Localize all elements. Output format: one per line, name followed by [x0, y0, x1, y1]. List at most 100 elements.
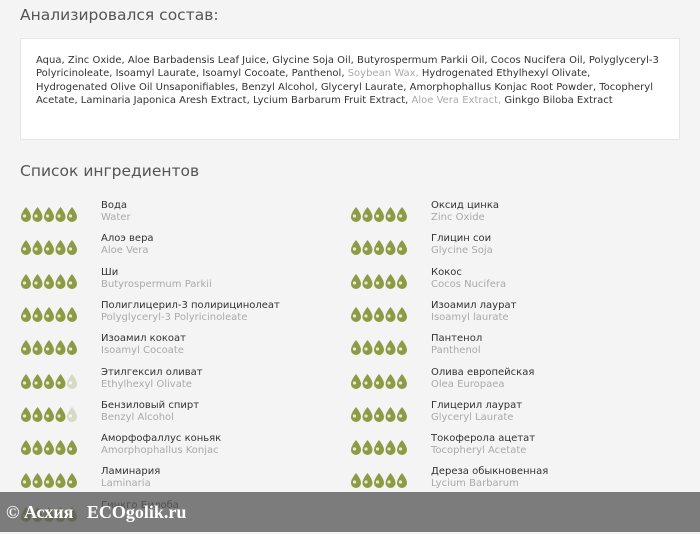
drop-highlight	[34, 347, 38, 351]
drop	[385, 207, 396, 222]
drop-highlight	[375, 280, 380, 285]
drop-highlight	[34, 247, 38, 251]
drop	[55, 373, 66, 389]
drop-highlight	[398, 214, 403, 218]
drop	[351, 340, 361, 356]
drop	[32, 340, 43, 356]
drop	[32, 406, 43, 422]
watermark: © Асхия ECOgolik.ru	[0, 492, 700, 532]
drop-highlight	[68, 214, 73, 218]
drop	[21, 240, 31, 256]
ingredient-latin: Isoamyl Cocoate	[101, 345, 184, 357]
ingredient-name: Изоамил лаурат	[431, 299, 517, 311]
ingredient-name: Дереза обыкновенная	[431, 466, 549, 478]
drop-highlight	[34, 380, 38, 385]
drop-highlight	[364, 414, 368, 418]
drop-highlight	[364, 447, 368, 451]
ingredient-text: Lycium Barbarum Fruit Extract,	[252, 95, 412, 107]
drop	[67, 473, 77, 489]
ingredient-text: Tocopheryl Acetate,	[36, 81, 653, 107]
drop	[351, 306, 361, 322]
drop-highlight	[45, 380, 50, 385]
drop-highlight	[22, 414, 27, 418]
ingredient-name: Глицин сои	[431, 233, 492, 245]
drop	[397, 406, 407, 422]
drop	[362, 373, 373, 389]
drop	[67, 306, 77, 322]
rating	[351, 240, 407, 256]
drop	[362, 440, 373, 456]
ingredient-text: Glyceryl Laurate,	[320, 81, 410, 93]
ingredient-latin: Aloe Vera	[101, 245, 149, 257]
drop	[55, 340, 66, 356]
drop	[21, 440, 31, 456]
drop-highlight	[375, 414, 380, 418]
rating	[351, 440, 407, 456]
drop-highlight	[398, 414, 403, 418]
drop	[385, 440, 396, 456]
drop-highlight	[398, 247, 403, 251]
ingredient-latin: Benzyl Alcohol	[101, 411, 174, 423]
drop	[397, 273, 407, 289]
drop-highlight	[364, 280, 368, 285]
drop	[385, 273, 396, 289]
drop	[32, 440, 43, 456]
drop-highlight	[387, 314, 391, 318]
drop-highlight	[22, 214, 27, 218]
ingredient-latin: Amorphophallus Konjac	[101, 445, 219, 457]
drop	[397, 207, 407, 222]
drop-highlight	[34, 214, 38, 218]
drop	[397, 340, 407, 356]
drop	[21, 207, 31, 222]
drop	[362, 406, 373, 422]
drop-highlight	[45, 447, 50, 451]
drop-highlight	[364, 214, 368, 218]
drop	[44, 373, 54, 389]
drop-highlight	[22, 447, 27, 451]
drop	[362, 473, 373, 489]
drop	[67, 406, 77, 422]
ingredient-text: Laminaria Japonica Aresh Extract,	[80, 95, 253, 107]
rating	[21, 306, 77, 322]
rating	[21, 406, 77, 422]
drop-highlight	[352, 480, 357, 484]
drop-highlight	[68, 480, 73, 484]
drop	[55, 240, 66, 256]
drop-highlight	[68, 447, 73, 451]
ingredient-name: Алоэ вера	[101, 233, 154, 245]
drop	[385, 306, 396, 322]
drop-highlight	[45, 314, 50, 318]
drop-highlight	[375, 447, 380, 451]
ingredient-latin: Cocos Nucifera	[431, 278, 507, 290]
ingredient-name: Аморфофаллус коньяк	[101, 433, 222, 445]
drop-highlight	[375, 347, 380, 351]
drop	[397, 373, 407, 389]
drop-highlight	[364, 480, 368, 484]
ingredient-text: Amorphophallus Konjac Root Powder,	[409, 81, 600, 93]
drop	[21, 373, 31, 389]
drop-highlight	[57, 214, 61, 218]
drop	[351, 473, 361, 489]
drop-highlight	[387, 480, 391, 484]
ingredient-name: Этилгексил оливат	[101, 366, 203, 378]
drop-highlight	[387, 347, 391, 351]
ingredient-text: Benzyl Alcohol,	[241, 81, 321, 93]
drop	[44, 473, 54, 489]
rating	[351, 306, 407, 322]
rating	[351, 207, 407, 222]
drop	[21, 273, 31, 289]
drop	[385, 240, 396, 256]
rating	[351, 340, 407, 356]
drop	[362, 240, 373, 256]
drop	[67, 373, 77, 389]
composition-box: Aqua, Zinc Oxide, Aloe Barbadensis Leaf …	[20, 38, 680, 140]
drop-highlight	[375, 380, 380, 385]
drop	[351, 406, 361, 422]
ingredient-latin: Lycium Barbarum	[431, 478, 519, 490]
ingredient-latin: Olea Europaea	[431, 378, 505, 390]
rating	[351, 406, 407, 422]
drop-highlight	[57, 480, 61, 484]
drop	[374, 240, 384, 256]
drop	[397, 306, 407, 322]
